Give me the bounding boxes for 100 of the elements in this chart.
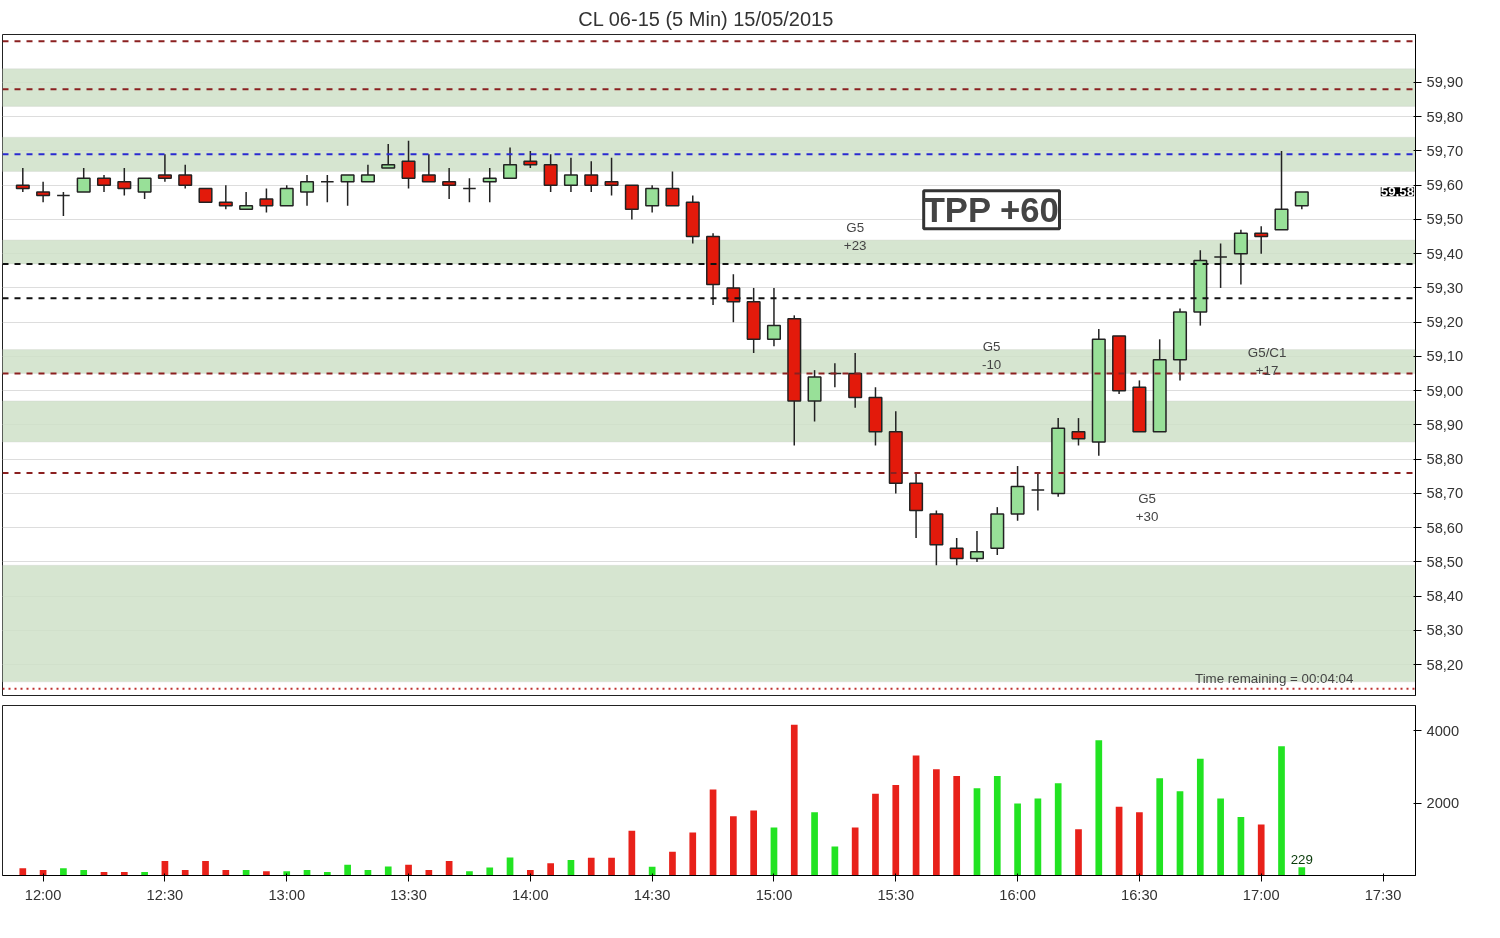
bar xyxy=(202,861,209,876)
x-tick-label: 13:00 xyxy=(268,886,306,903)
bar xyxy=(1095,740,1103,876)
annotation: G5 -10 xyxy=(981,338,1002,372)
candlestick xyxy=(563,157,578,193)
candlestick xyxy=(726,273,741,323)
bar xyxy=(1075,829,1082,876)
candlestick xyxy=(462,177,477,204)
candlestick xyxy=(665,170,680,207)
y-tick-label: 4000 xyxy=(1426,722,1460,739)
y-tick-label: 59,10 xyxy=(1426,348,1464,365)
annotation: G5 +23 xyxy=(843,220,867,254)
candlestick xyxy=(178,163,193,190)
candlestick xyxy=(279,184,294,207)
candlestick xyxy=(401,139,416,190)
x-tick-label: 13:30 xyxy=(390,886,427,903)
candlestick xyxy=(482,167,497,204)
bar xyxy=(344,864,351,876)
y-tick-label: 59,50 xyxy=(1426,211,1464,228)
chart-title: CL 06-15 (5 Min) 15/05/2015 xyxy=(578,7,834,30)
candlestick xyxy=(645,184,660,214)
candlestick xyxy=(442,167,457,200)
bar xyxy=(1034,798,1042,876)
bar xyxy=(587,857,595,876)
bar xyxy=(993,776,1001,876)
candlestick xyxy=(827,362,842,389)
y-tick-label: 58,60 xyxy=(1426,519,1464,536)
y-tick-label: 59,00 xyxy=(1426,382,1464,399)
y-tick-label: 58,50 xyxy=(1426,553,1464,570)
y-tick-label: 59,20 xyxy=(1426,314,1464,331)
candlestick xyxy=(259,187,274,214)
candlestick xyxy=(239,191,254,210)
bar xyxy=(1054,783,1062,876)
x-tick-label: 12:00 xyxy=(24,886,62,903)
y-tick-label: 58,80 xyxy=(1426,451,1464,468)
candlestick xyxy=(503,146,518,180)
bar xyxy=(1156,778,1164,876)
bar xyxy=(1257,824,1265,876)
candlestick xyxy=(543,153,558,193)
candlestick xyxy=(340,174,355,207)
y-tick-label: 58,40 xyxy=(1426,588,1464,605)
x-tick-label: 16:00 xyxy=(999,886,1036,903)
bar xyxy=(283,871,291,876)
y-tick-label: 58,90 xyxy=(1426,416,1464,433)
y-tick-label: 59,90 xyxy=(1426,74,1464,91)
x-tick-label: 17:30 xyxy=(1364,886,1402,903)
annotation: G5 +30 xyxy=(1135,490,1159,524)
candlestick xyxy=(949,537,964,567)
candlestick xyxy=(1213,242,1228,289)
x-tick-label: 14:00 xyxy=(512,886,549,903)
candlestick xyxy=(1233,228,1248,286)
bar xyxy=(750,810,758,876)
candlestick xyxy=(381,143,396,169)
bar xyxy=(1298,867,1306,876)
bar xyxy=(933,769,940,876)
bar xyxy=(1014,803,1021,876)
bar xyxy=(486,867,494,876)
y-tick-label: 58,30 xyxy=(1426,622,1464,639)
bar xyxy=(263,871,270,876)
y-tick-label: 58,70 xyxy=(1426,485,1464,502)
candlestick xyxy=(299,174,315,207)
bar xyxy=(851,827,859,876)
bar xyxy=(19,868,27,876)
x-tick-label: 14:30 xyxy=(633,886,671,903)
candlestick xyxy=(807,369,822,423)
bar xyxy=(466,871,473,876)
annotation: Time remaining = 00:04:04 xyxy=(1194,670,1354,686)
bar xyxy=(872,793,879,876)
x-tick-label: 12:30 xyxy=(146,886,184,903)
bar xyxy=(689,832,697,876)
bar xyxy=(811,812,818,876)
candlestick xyxy=(76,167,91,193)
x-tick-label: 16:30 xyxy=(1121,886,1158,903)
bar xyxy=(547,863,554,876)
x-tick-label: 17:00 xyxy=(1242,886,1280,903)
candlestick xyxy=(320,174,335,204)
y-tick-label: 59,60 xyxy=(1426,177,1464,194)
bar xyxy=(648,866,656,876)
candlestick xyxy=(1030,472,1045,512)
bar xyxy=(527,870,534,876)
bar xyxy=(425,870,433,876)
bar xyxy=(1278,746,1285,876)
candlestick xyxy=(604,157,619,197)
bar xyxy=(181,870,189,876)
annotation: G5/C1 +17 xyxy=(1247,345,1287,379)
bar xyxy=(60,868,67,876)
bar xyxy=(790,724,798,876)
candlestick xyxy=(1071,417,1086,447)
bar xyxy=(222,870,230,876)
bar xyxy=(384,866,392,876)
bar xyxy=(730,816,737,876)
candlestick xyxy=(421,153,436,183)
bar xyxy=(953,776,961,876)
candlestick xyxy=(848,352,863,409)
y-tick-label: 2000 xyxy=(1426,795,1460,812)
candlestick xyxy=(157,153,172,183)
bar xyxy=(1217,798,1224,876)
bar xyxy=(669,851,676,876)
y-tick-label: 58,20 xyxy=(1426,656,1464,673)
bar xyxy=(608,857,615,876)
